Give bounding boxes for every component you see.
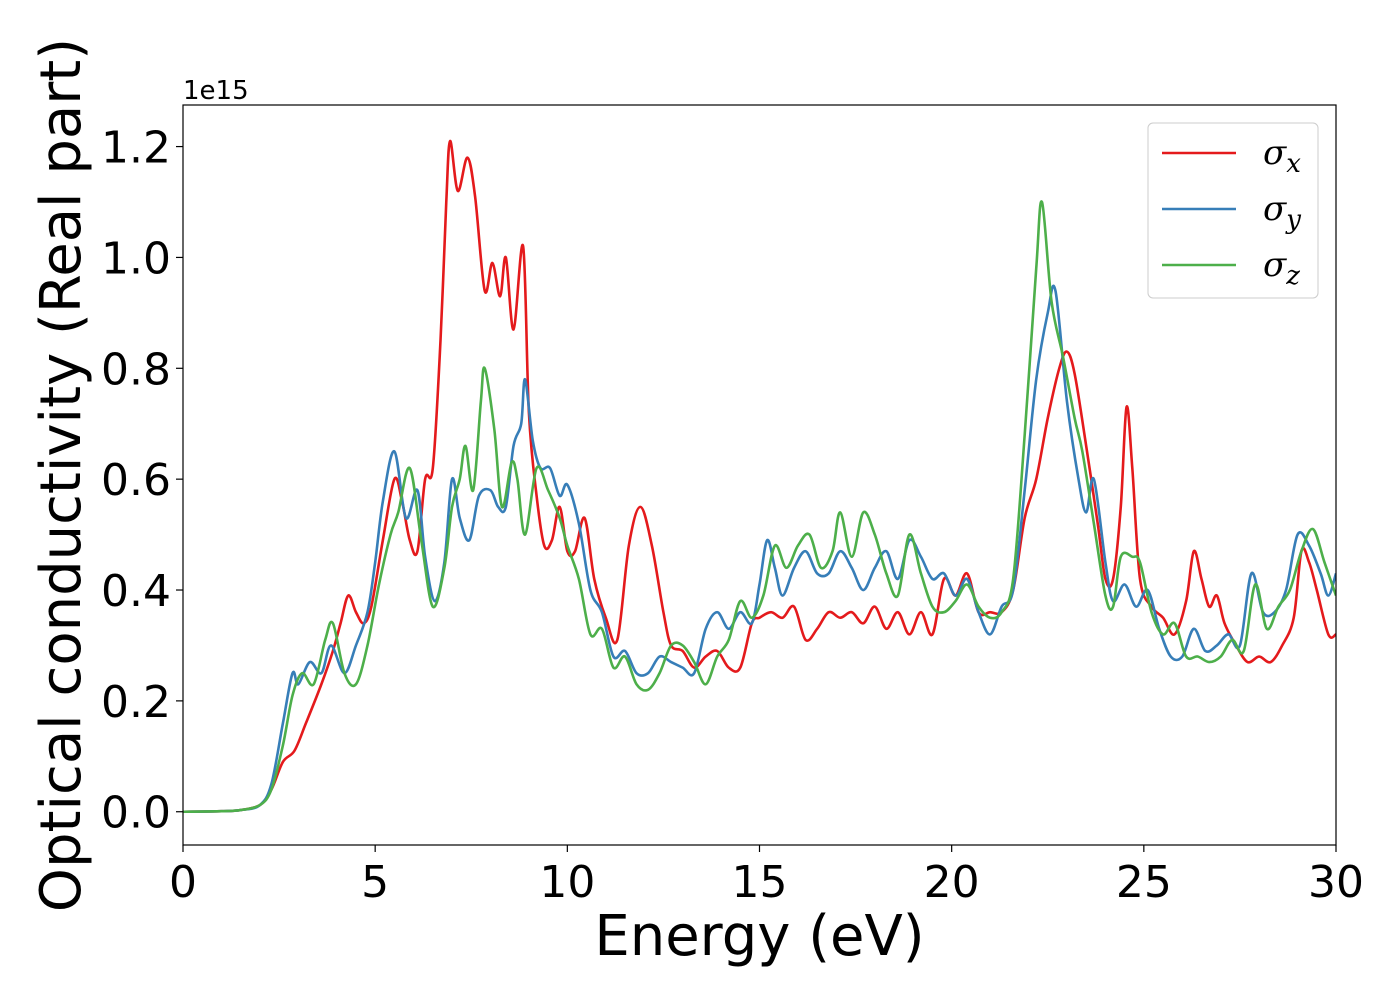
y-axis: 0.0 0.2 0.4 0.6 0.8 1.0 1.2 <box>101 123 183 839</box>
series-line-z <box>183 200 1336 814</box>
x-tick-label: 25 <box>1116 857 1172 908</box>
y-tick-label: 0.4 <box>101 566 171 617</box>
y-tick-label: 0.6 <box>101 455 171 506</box>
y-tick-label: 1.0 <box>101 233 171 284</box>
y-offset-label: 1e15 <box>183 76 249 106</box>
legend-box <box>1147 122 1319 299</box>
y-tick-label: 0.8 <box>101 344 171 395</box>
x-tick-label: 20 <box>924 857 980 908</box>
x-tick-label: 30 <box>1308 857 1364 908</box>
legend-label-y: σy <box>1263 189 1301 235</box>
x-axis: 0 5 10 15 20 25 30 <box>169 845 1364 908</box>
x-tick-label: 5 <box>361 857 389 908</box>
y-tick-label: 1.2 <box>101 123 171 174</box>
x-tick-label: 15 <box>732 857 788 908</box>
x-tick-label: 10 <box>539 857 595 908</box>
plot-lines <box>183 139 1336 814</box>
y-tick-label: 0.2 <box>101 677 171 728</box>
y-axis-title: Optical conductivity (Real part) <box>29 38 94 912</box>
y-tick-label: 0.0 <box>101 788 171 839</box>
x-axis-title: Energy (eV) <box>594 904 924 969</box>
series-line-y <box>183 284 1336 814</box>
legend-label-x: σx <box>1263 133 1301 179</box>
legend: σx σy σz <box>1147 122 1319 299</box>
x-tick-label: 0 <box>169 857 197 908</box>
legend-label-z: σz <box>1263 245 1300 291</box>
